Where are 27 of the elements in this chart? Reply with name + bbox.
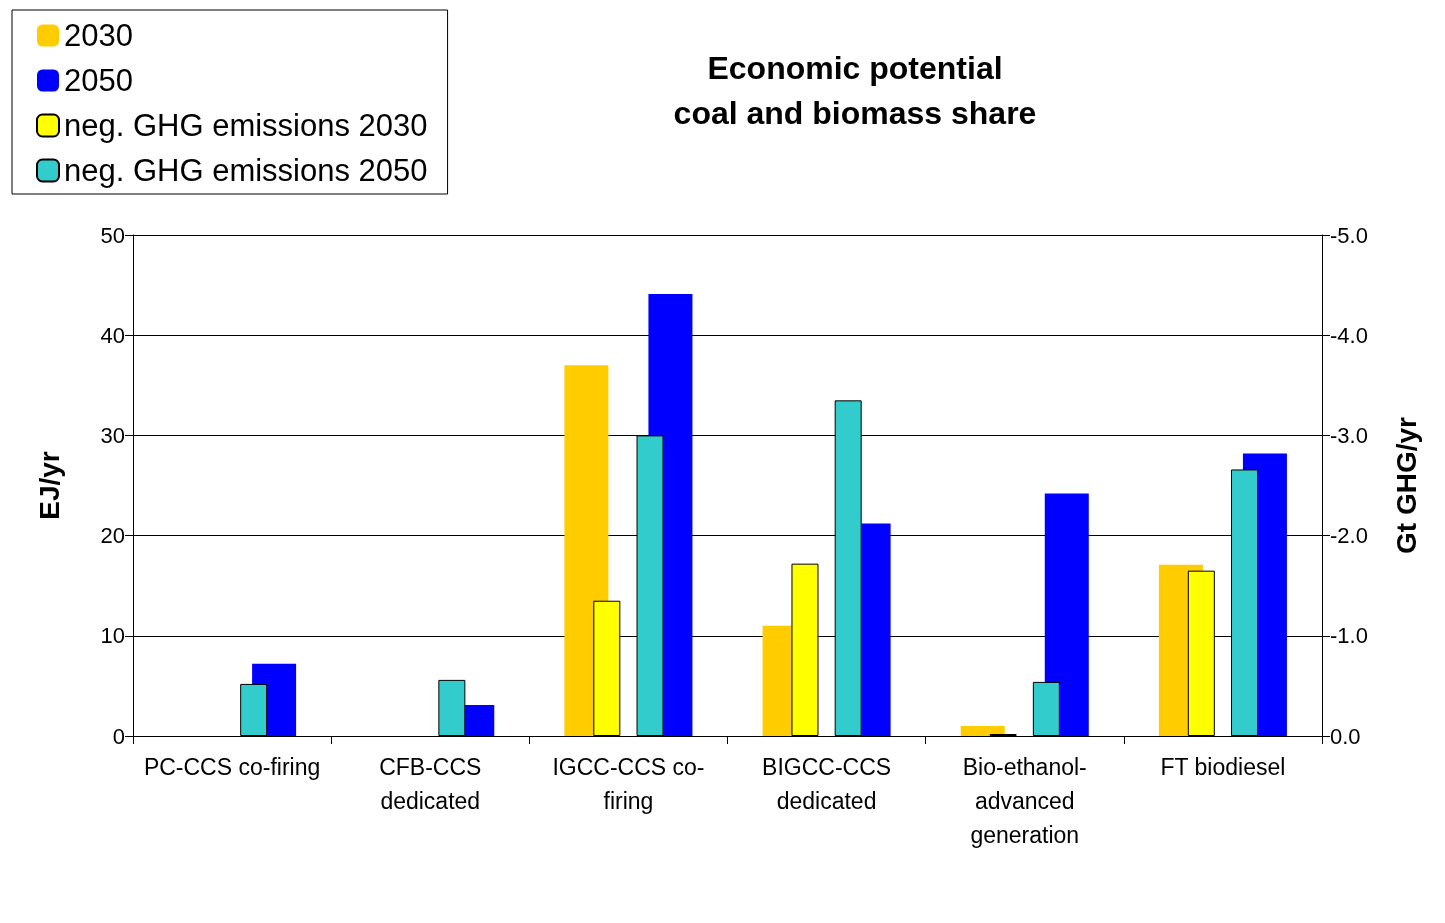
y-tick-label: 30 <box>100 422 125 448</box>
x-tick-label: FT biodiesel <box>1160 754 1286 780</box>
x-tick-label: Bio-ethanol-advanced generation <box>962 754 1087 848</box>
legend-label: neg. GHG emissions 2030 <box>64 108 428 143</box>
y2-tick-label: -4.0 <box>1330 322 1368 348</box>
y-axis-title: EJ/yr <box>33 451 65 520</box>
legend-label: 2030 <box>64 18 133 53</box>
y2-axis-title: Gt GHG/yr <box>1390 416 1422 554</box>
bar <box>1044 493 1089 736</box>
y-tick-label: 10 <box>100 623 125 649</box>
y2-tick-label: -2.0 <box>1330 523 1368 549</box>
y-tick-label: 0 <box>112 723 125 749</box>
legend-label: neg. GHG emissions 2050 <box>64 153 428 188</box>
x-tick-label: CFB-CCS dedicated <box>379 754 482 814</box>
y-tick-label: 20 <box>100 523 125 549</box>
y2-tick-label: -5.0 <box>1330 222 1368 248</box>
x-tick-label: BIGCC-CCS dedicated <box>762 754 892 814</box>
y-tick-label: 40 <box>100 322 125 348</box>
x-tick-label: IGCC-CCS co-firing <box>552 754 705 814</box>
y-tick-label: 50 <box>100 222 125 248</box>
y2-tick-label: -1.0 <box>1330 623 1368 649</box>
y2-tick-label: -3.0 <box>1330 422 1368 448</box>
y2-tick-label: 0.0 <box>1330 723 1361 749</box>
chart-title: Economic potential coal and biomass share <box>673 49 1037 131</box>
bar <box>960 725 1005 736</box>
x-tick-label: PC-CCS co-firing <box>143 754 321 780</box>
legend-label: 2050 <box>64 63 133 98</box>
